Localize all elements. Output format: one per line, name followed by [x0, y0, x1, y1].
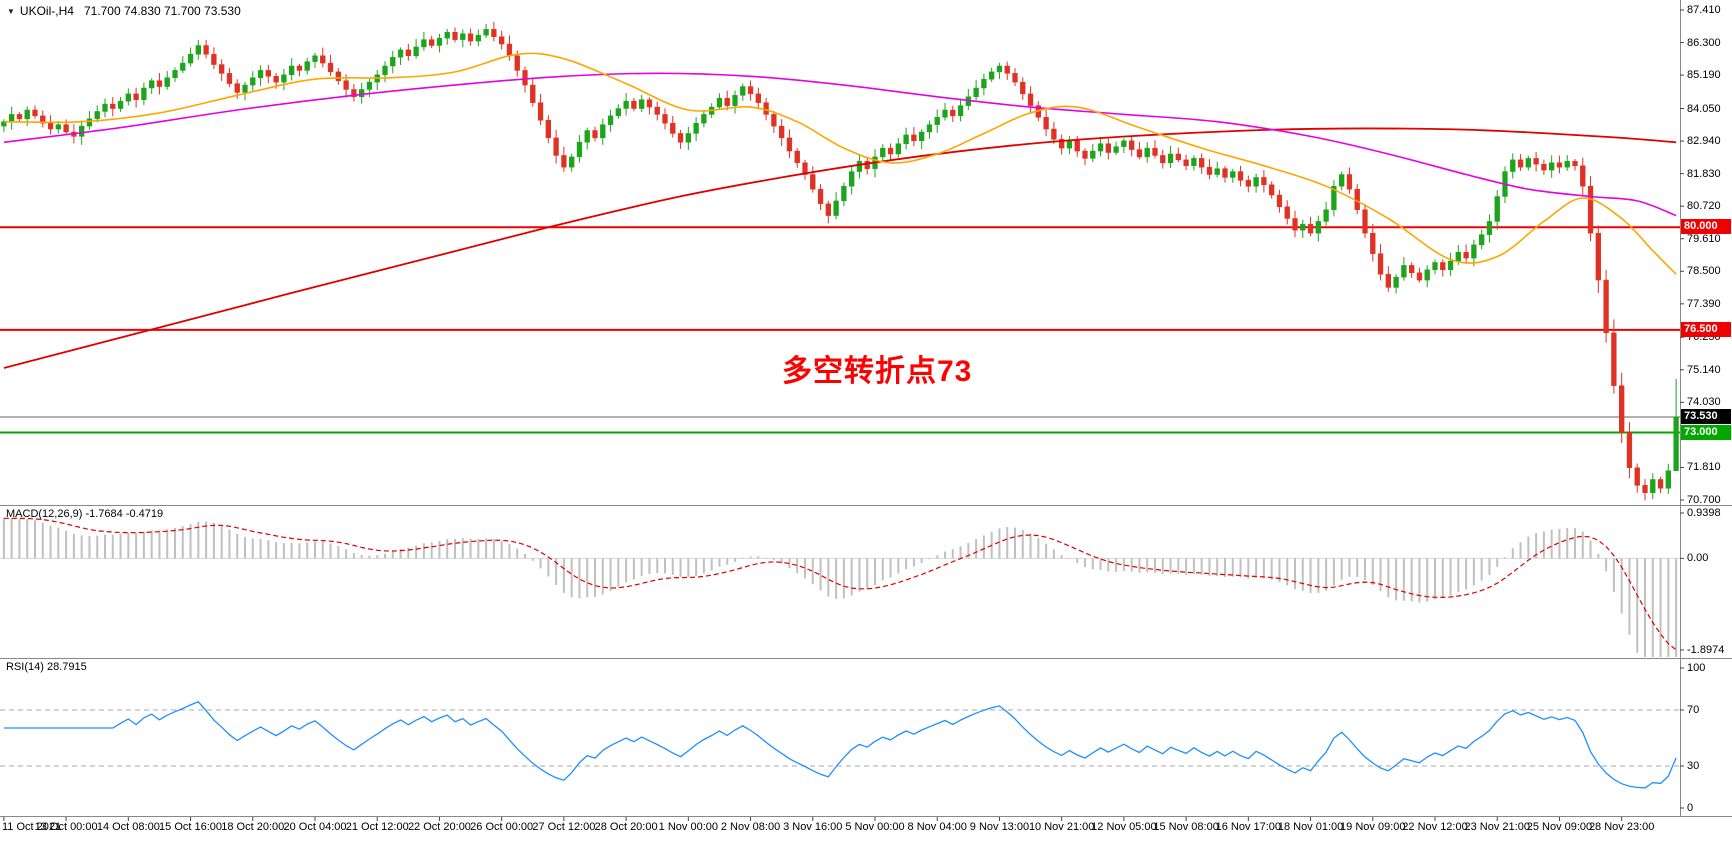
- price-axis-label: 70.700: [1687, 494, 1721, 506]
- time-label: 27 Oct 12:00: [532, 821, 596, 833]
- time-label: 15 Nov 08:00: [1153, 821, 1219, 833]
- macd-axis-label: 0.9398: [1687, 507, 1721, 519]
- rsi-axis-label: 70: [1687, 704, 1700, 716]
- time-label: 1 Nov 00:00: [658, 821, 718, 833]
- time-label: 21 Oct 12:00: [345, 821, 409, 833]
- time-label: 15 Oct 16:00: [159, 821, 223, 833]
- macd-indicator-label: MACD(12,26,9) -1.7684 -0.4719: [6, 508, 164, 520]
- ohlc-readout: 71.700 74.830 71.700 73.530: [83, 4, 241, 18]
- price-axis-label: 77.390: [1687, 297, 1721, 310]
- time-label: 22 Nov 12:00: [1402, 821, 1468, 833]
- price-axis-label: 80.720: [1687, 200, 1721, 213]
- price-axis-label: 85.190: [1687, 69, 1721, 82]
- price-axis-label: 78.500: [1687, 265, 1721, 278]
- time-label: 18 Nov 01:00: [1277, 821, 1344, 833]
- time-label: 22 Oct 20:00: [407, 821, 471, 833]
- time-label: 25 Nov 09:00: [1526, 821, 1593, 833]
- chart-header: ▼ UKOil-,H4 71.700 74.830 71.700 73.530: [7, 4, 241, 18]
- time-label: 11 Oct 2021: [2, 821, 62, 833]
- time-label: 9 Nov 13:00: [969, 821, 1030, 833]
- time-label: 3 Nov 16:00: [783, 821, 843, 833]
- price-axis-label: 75.140: [1687, 363, 1721, 376]
- annotation-text: 多空转折点73: [782, 355, 973, 388]
- time-label: 20 Oct 04:00: [283, 821, 347, 833]
- time-label: 14 Oct 08:00: [96, 821, 160, 833]
- price-axis-label: 81.830: [1687, 167, 1721, 180]
- price-axis-label: 71.810: [1687, 461, 1721, 474]
- macd-axis-label: -1.8974: [1687, 644, 1725, 656]
- time-label: 19 Nov 09:00: [1340, 821, 1406, 833]
- time-label: 18 Oct 20:00: [221, 821, 285, 833]
- rsi-axis-label: 0: [1687, 802, 1694, 814]
- time-label: 28 Nov 23:00: [1588, 821, 1655, 833]
- time-label: 16 Nov 17:00: [1215, 821, 1282, 833]
- rsi-axis-label: 30: [1687, 760, 1700, 772]
- rsi-indicator-label: RSI(14) 28.7915: [6, 661, 87, 673]
- price-axis-label: 74.030: [1687, 396, 1721, 409]
- symbol-period-label: UKOil-,H4: [19, 4, 74, 18]
- price-badge-support: 73.000: [1681, 424, 1731, 440]
- time-label: 12 Nov 05:00: [1091, 821, 1157, 833]
- price-axis-label: 84.050: [1687, 102, 1721, 115]
- collapse-icon[interactable]: ▼: [7, 7, 15, 16]
- time-label: 2 Nov 08:00: [720, 821, 781, 833]
- time-label: 10 Nov 21:00: [1028, 821, 1095, 833]
- time-label: 13 Oct 00:00: [34, 821, 98, 833]
- price-axis-label: 82.940: [1687, 135, 1721, 148]
- time-label: 23 Nov 21:00: [1464, 821, 1530, 833]
- price-axis-label: 86.300: [1687, 36, 1721, 49]
- macd-axis-label: 0.00: [1687, 552, 1709, 565]
- price-axis-label: 87.410: [1687, 4, 1721, 16]
- price-badge-resistance: 80.000: [1681, 219, 1731, 235]
- time-label: 8 Nov 04:00: [907, 821, 967, 833]
- price-badge-current-price: 73.530: [1681, 409, 1731, 424]
- price-axis-label: 79.610: [1687, 232, 1721, 245]
- time-label: 5 Nov 00:00: [845, 821, 905, 833]
- time-label: 28 Oct 20:00: [594, 821, 658, 833]
- rsi-axis-label: 100: [1687, 662, 1706, 674]
- price-badge-resistance: 76.500: [1681, 321, 1731, 337]
- time-label: 26 Oct 00:00: [470, 821, 534, 833]
